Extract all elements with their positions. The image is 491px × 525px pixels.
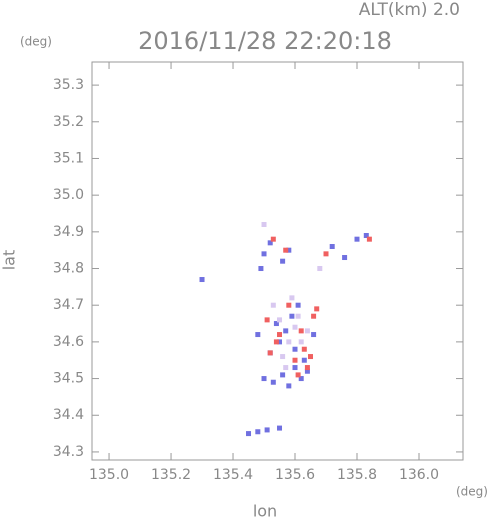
point [280, 372, 286, 378]
point [317, 266, 323, 272]
point [264, 317, 270, 323]
x-tick-label: 135.0 [89, 467, 129, 483]
point [298, 339, 304, 345]
y-tick-label: 35.2 [53, 114, 84, 130]
y-tick-label: 34.9 [53, 224, 84, 240]
point [304, 368, 310, 374]
point [301, 357, 307, 363]
point [267, 350, 273, 356]
plot-frame [91, 61, 464, 461]
x-tick-label: 135.8 [337, 467, 377, 483]
point [308, 354, 314, 360]
point [270, 379, 276, 385]
point [199, 277, 205, 283]
point [301, 346, 307, 352]
point [295, 313, 301, 319]
point [246, 431, 252, 437]
y-tick-label: 34.7 [53, 297, 84, 313]
point [261, 222, 267, 228]
point [280, 354, 286, 360]
point [286, 339, 292, 345]
y-tick-label: 34.8 [53, 261, 84, 277]
y-tick-label: 34.5 [53, 371, 84, 387]
point [304, 328, 310, 334]
point [286, 247, 292, 253]
point [270, 236, 276, 242]
point [298, 328, 304, 334]
x-tick-label: 135.4 [213, 467, 253, 483]
point [277, 339, 283, 345]
point [283, 365, 289, 371]
point [298, 376, 304, 382]
point [304, 365, 310, 371]
chart-title: 2016/11/28 22:20:18 [138, 27, 392, 55]
point [323, 251, 329, 257]
y-tick-label: 34.3 [53, 444, 84, 460]
y-axis-label: lat [0, 250, 19, 271]
point [280, 258, 286, 264]
point [258, 266, 264, 272]
point [292, 346, 298, 352]
point [264, 427, 270, 433]
y-unit: (deg) [20, 35, 52, 49]
point [283, 328, 289, 334]
x-axis-label: lon [253, 502, 277, 521]
point [255, 332, 261, 338]
point [283, 247, 289, 253]
y-tick-label: 34.4 [53, 407, 84, 423]
point [292, 357, 298, 363]
point [295, 302, 301, 308]
y-tick-label: 35.1 [53, 150, 84, 166]
point [273, 339, 279, 345]
point [277, 332, 283, 338]
point [273, 321, 279, 327]
point [267, 240, 273, 246]
point [311, 332, 317, 338]
x-unit: (deg) [456, 485, 488, 499]
subtitle: ALT(km) 2.0 [359, 0, 460, 20]
point [363, 233, 369, 239]
point [366, 236, 372, 242]
point [286, 302, 292, 308]
point [292, 324, 298, 330]
point [286, 383, 292, 389]
point [261, 251, 267, 257]
y-tick-label: 34.6 [53, 334, 84, 350]
x-tick-label: 135.6 [275, 467, 315, 483]
x-tick-label: 135.2 [151, 467, 191, 483]
point [277, 317, 283, 323]
point [311, 313, 317, 319]
point [289, 295, 295, 301]
y-tick-label: 35.0 [53, 187, 84, 203]
point [314, 306, 320, 312]
point [261, 376, 267, 382]
point [270, 302, 276, 308]
point [255, 429, 261, 435]
point [277, 425, 283, 431]
x-tick-label: 136.0 [399, 467, 439, 483]
point [289, 313, 295, 319]
point [342, 255, 348, 261]
point [354, 236, 360, 242]
point [292, 365, 298, 371]
y-tick-label: 35.3 [53, 77, 84, 93]
point [329, 244, 335, 250]
point [295, 372, 301, 378]
